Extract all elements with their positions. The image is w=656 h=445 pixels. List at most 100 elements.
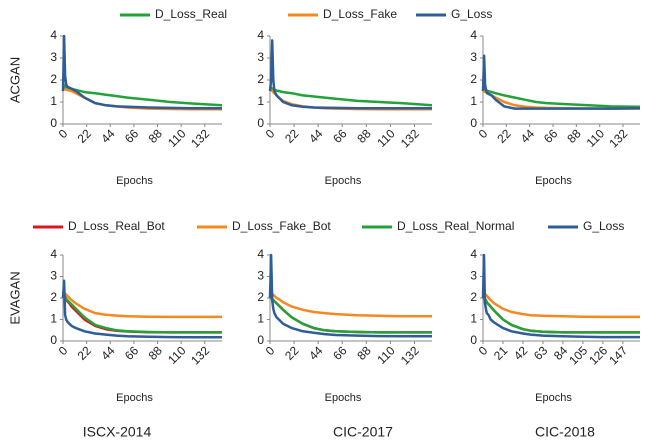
- x-axis-title: Epochs: [116, 392, 153, 404]
- loss-line: [61, 293, 222, 334]
- loss-line: [62, 292, 222, 334]
- y-tick-label: 3: [257, 269, 264, 283]
- x-tick-label: 44: [518, 126, 538, 146]
- loss-line: [481, 295, 640, 334]
- y-tick-label: 1: [50, 94, 57, 108]
- y-tick-label: 2: [50, 72, 57, 86]
- y-tick-label: 3: [470, 50, 477, 64]
- x-tick-label: 0: [476, 343, 491, 358]
- y-tick-label: 3: [470, 269, 477, 283]
- y-tick-label: 0: [257, 116, 264, 130]
- x-tick-label: 132: [398, 126, 422, 150]
- x-tick-label: 105: [566, 343, 590, 367]
- x-tick-label: 22: [75, 343, 95, 363]
- x-tick-label: 88: [564, 126, 584, 146]
- column-caption: ISCX-2014: [83, 424, 152, 440]
- x-tick-label: 44: [306, 343, 326, 363]
- y-tick-label: 0: [50, 116, 57, 130]
- y-tick-label: 1: [470, 94, 477, 108]
- x-tick-label: 126: [586, 343, 610, 367]
- loss-line: [61, 34, 222, 110]
- x-tick-label: 132: [188, 343, 212, 367]
- y-axis-title: ACGAN: [7, 57, 22, 103]
- x-tick-label: 0: [263, 343, 278, 358]
- loss-line: [62, 290, 222, 319]
- loss-line: [482, 290, 640, 319]
- y-tick-label: 4: [470, 28, 477, 42]
- legend-label: D_Loss_Real_Normal: [397, 219, 514, 233]
- y-tick-label: 3: [50, 269, 57, 283]
- x-tick-label: 66: [330, 343, 350, 363]
- y-tick-label: 4: [257, 28, 264, 42]
- x-tick-label: 22: [494, 126, 514, 146]
- x-tick-label: 22: [282, 343, 302, 363]
- x-tick-label: 110: [165, 343, 189, 367]
- y-tick-label: 0: [257, 333, 264, 347]
- loss-line: [482, 87, 641, 109]
- x-tick-label: 0: [56, 343, 71, 358]
- x-tick-label: 147: [606, 343, 630, 367]
- column-caption: CIC-2017: [333, 424, 393, 440]
- column-caption: CIC-2018: [535, 424, 595, 440]
- y-tick-label: 2: [257, 290, 264, 304]
- x-tick-label: 132: [606, 126, 630, 150]
- x-tick-label: 21: [491, 343, 511, 363]
- loss-line: [61, 279, 222, 339]
- legend-label: D_Loss_Real: [155, 7, 227, 21]
- y-tick-label: 2: [470, 290, 477, 304]
- loss-line: [269, 290, 432, 318]
- x-tick-label: 132: [188, 126, 212, 150]
- x-tick-label: 110: [165, 126, 189, 150]
- x-tick-label: 44: [98, 126, 118, 146]
- x-tick-label: 110: [374, 126, 398, 150]
- y-tick-label: 0: [50, 333, 57, 347]
- x-tick-label: 66: [122, 343, 142, 363]
- x-tick-label: 63: [531, 343, 551, 363]
- y-tick-label: 1: [257, 312, 264, 326]
- y-axis-title: EVAGAN: [7, 271, 22, 324]
- y-tick-label: 4: [470, 247, 477, 261]
- x-tick-label: 66: [122, 126, 142, 146]
- y-tick-label: 3: [257, 50, 264, 64]
- y-tick-label: 0: [470, 333, 477, 347]
- loss-line: [268, 253, 432, 338]
- x-tick-label: 132: [398, 343, 422, 367]
- legend-label: D_Loss_Fake: [323, 7, 397, 21]
- loss-line: [481, 295, 640, 334]
- x-axis-title: Epochs: [325, 175, 362, 187]
- x-tick-label: 88: [146, 126, 166, 146]
- x-tick-label: 0: [476, 126, 491, 141]
- y-tick-label: 2: [470, 72, 477, 86]
- legend-label: D_Loss_Real_Bot: [68, 219, 165, 233]
- legend-label: D_Loss_Fake_Bot: [232, 219, 331, 233]
- x-tick-label: 88: [146, 343, 166, 363]
- x-tick-label: 66: [330, 126, 350, 146]
- x-tick-label: 88: [354, 343, 374, 363]
- y-tick-label: 1: [257, 94, 264, 108]
- x-tick-label: 66: [541, 126, 561, 146]
- y-tick-label: 1: [50, 312, 57, 326]
- x-tick-label: 44: [306, 126, 326, 146]
- legend-label: G_Loss: [451, 7, 492, 21]
- x-tick-label: 22: [75, 126, 95, 146]
- x-tick-label: 88: [354, 126, 374, 146]
- y-tick-label: 4: [50, 247, 57, 261]
- x-axis-title: Epochs: [325, 392, 362, 404]
- x-tick-label: 110: [584, 126, 608, 150]
- x-tick-label: 0: [56, 126, 71, 141]
- loss-line: [62, 83, 223, 107]
- x-axis-title: Epochs: [535, 392, 572, 404]
- loss-line: [268, 39, 432, 110]
- loss-line: [481, 54, 641, 110]
- y-tick-label: 2: [50, 290, 57, 304]
- loss-line: [269, 85, 433, 107]
- x-axis-title: Epochs: [116, 175, 153, 187]
- y-tick-label: 2: [257, 72, 264, 86]
- x-axis-title: Epochs: [535, 175, 572, 187]
- x-tick-label: 110: [374, 343, 398, 367]
- y-tick-label: 1: [470, 312, 477, 326]
- y-tick-label: 3: [50, 50, 57, 64]
- x-tick-label: 0: [263, 126, 278, 141]
- x-tick-label: 22: [282, 126, 302, 146]
